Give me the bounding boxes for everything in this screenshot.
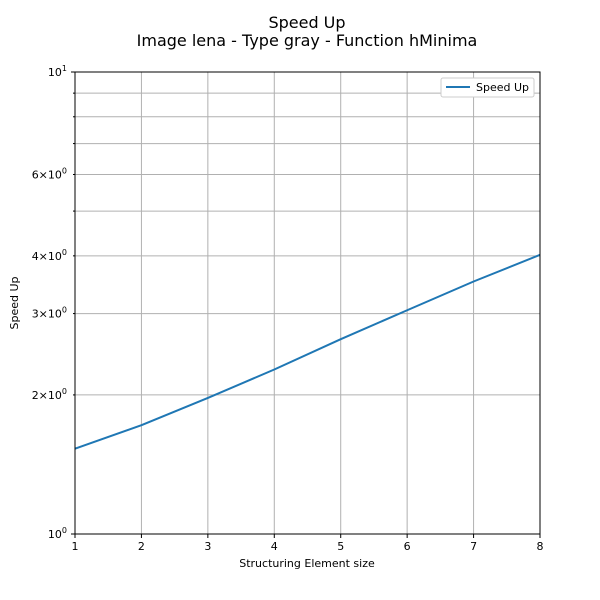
x-tick-label: 5 <box>337 540 344 553</box>
x-tick-label: 1 <box>72 540 79 553</box>
x-tick-label: 6 <box>404 540 411 553</box>
legend-label-speed-up: Speed Up <box>476 81 529 94</box>
plot-frame <box>74 71 541 535</box>
x-axis-label: Structuring Element size <box>239 557 375 570</box>
chart-title: Speed Up <box>268 13 345 32</box>
x-tick-label: 7 <box>470 540 477 553</box>
legend-box <box>440 77 535 98</box>
series-layer <box>74 253 541 450</box>
y-tick-label: 101 <box>48 64 67 79</box>
x-tick-label: 4 <box>271 540 278 553</box>
series-line-speed-up <box>74 253 541 450</box>
y-tick-label: 100 <box>48 526 67 541</box>
chart-subtitle: Image lena - Type gray - Function hMinim… <box>137 31 478 50</box>
y-tick-label: 6×100 <box>32 166 67 181</box>
y-tick-label: 3×100 <box>32 306 67 321</box>
y-tick-label: 4×100 <box>32 248 67 263</box>
axis-ticks: 1 2 3 4 5 6 7 8 100 101 2×100 3×100 4×100 6×100 <box>32 64 544 553</box>
y-tick-label: 2×100 <box>32 387 67 402</box>
y-axis-label: Speed Up <box>8 276 21 329</box>
grid-lines <box>74 72 541 534</box>
x-tick-label: 2 <box>138 540 145 553</box>
x-tick-label: 3 <box>204 540 211 553</box>
x-tick-label: 8 <box>537 540 544 553</box>
legend: Speed Up <box>440 77 535 98</box>
